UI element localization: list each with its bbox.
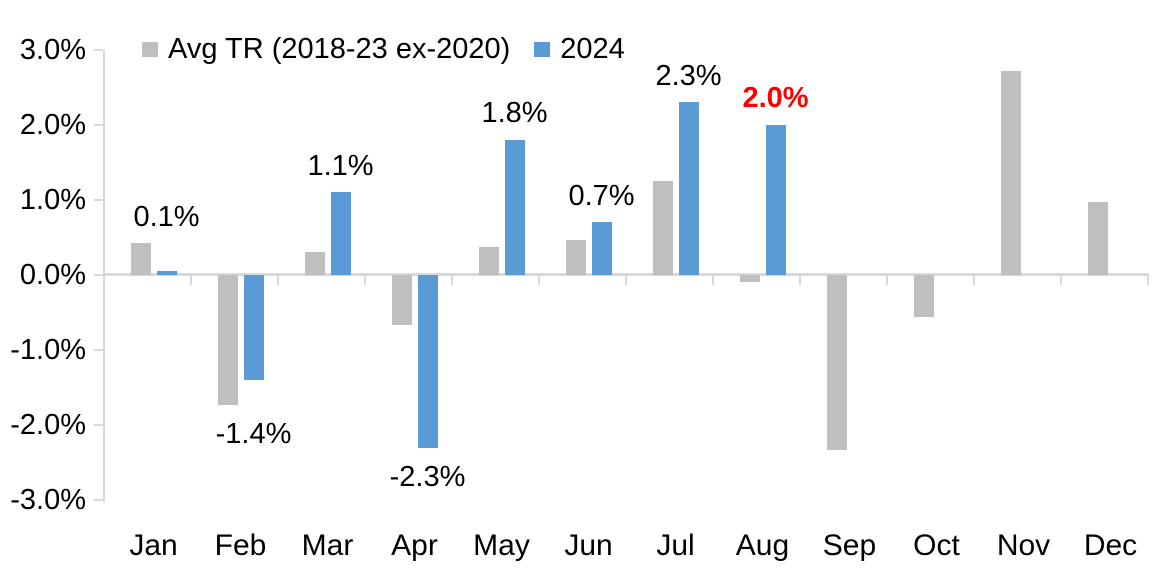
bar-avg-tr-may [478,247,499,275]
bar-2024-jun [591,222,612,275]
bar-avg-tr-apr [391,275,412,325]
month-label-oct: Oct [913,529,960,562]
month-label-feb: Feb [214,529,267,562]
data-label-apr: -2.3% [389,460,466,493]
data-label-jul: 2.3% [655,59,722,92]
y-axis-tick [94,349,103,351]
x-axis-tick [1147,276,1149,285]
bar-avg-tr-jul [652,181,673,275]
bar-avg-tr-dec [1087,202,1108,275]
data-label-mar: 1.1% [307,149,374,182]
month-label-nov: Nov [996,529,1051,562]
data-label-jun: 0.7% [568,179,635,212]
legend-swatch-icon [534,42,551,57]
y-tick-label: -3.0% [10,484,86,516]
x-axis-tick [364,276,366,285]
bar-avg-tr-jun [565,240,586,275]
y-axis-tick [94,49,103,51]
bar-avg-tr-mar [304,252,325,275]
bar-avg-tr-oct [913,275,934,317]
bar-avg-tr-sep [826,275,847,450]
month-label-aug: Aug [735,529,790,562]
month-label-jul: Jul [656,529,695,562]
data-label-aug: 2.0% [742,82,809,114]
x-axis-tick [1060,276,1062,285]
y-axis-tick [94,199,103,201]
bar-2024-may [504,140,525,275]
bar-2024-jul [678,102,699,275]
month-label-jan: Jan [129,529,178,562]
legend-label: Avg TR (2018-23 ex-2020) [168,33,511,65]
y-tick-label: 1.0% [19,184,86,216]
bar-avg-tr-aug [739,275,760,282]
x-axis-tick [103,276,105,285]
x-axis-line [104,273,1149,276]
legend: Avg TR (2018-23 ex-2020) 2024 [142,33,625,66]
x-axis-tick [973,276,975,285]
data-label-feb: -1.4% [215,417,292,450]
bar-2024-mar [330,192,351,275]
x-axis-tick [451,276,453,285]
y-tick-label: 2.0% [19,109,86,141]
x-axis-tick [799,276,801,285]
y-axis-tick [94,499,103,501]
bar-avg-tr-feb [217,275,238,405]
bar-2024-apr [417,275,438,448]
x-axis-tick [886,276,888,285]
y-axis-tick [94,274,103,276]
y-tick-label: -2.0% [10,409,86,441]
x-axis-tick [712,276,714,285]
y-axis-tick [94,424,103,426]
y-tick-label: 0.0% [19,259,86,291]
y-tick-label: 3.0% [19,34,86,66]
month-label-apr: Apr [391,529,438,562]
bar-avg-tr-nov [1000,71,1021,275]
y-axis-tick [94,124,103,126]
month-label-dec: Dec [1083,529,1138,562]
bar-2024-feb [243,275,264,380]
legend-item-avg-tr: Avg TR (2018-23 ex-2020) [142,33,510,66]
x-axis-tick [277,276,279,285]
month-label-mar: Mar [301,529,354,562]
bar-2024-jan [156,271,177,275]
y-tick-label: -1.0% [10,334,86,366]
bar-2024-aug [765,125,786,275]
data-label-may: 1.8% [481,97,548,129]
bar-avg-tr-jan [130,243,151,275]
data-label-jan: 0.1% [133,200,200,233]
legend-label: 2024 [560,33,625,65]
legend-swatch-icon [142,42,158,57]
x-axis-tick [625,276,627,285]
month-label-jun: Jun [564,529,613,562]
x-axis-tick [190,276,192,285]
legend-item-2024: 2024 [534,33,625,66]
month-label-sep: Sep [822,529,877,562]
x-axis-tick [538,276,540,285]
month-label-may: May [473,529,530,562]
